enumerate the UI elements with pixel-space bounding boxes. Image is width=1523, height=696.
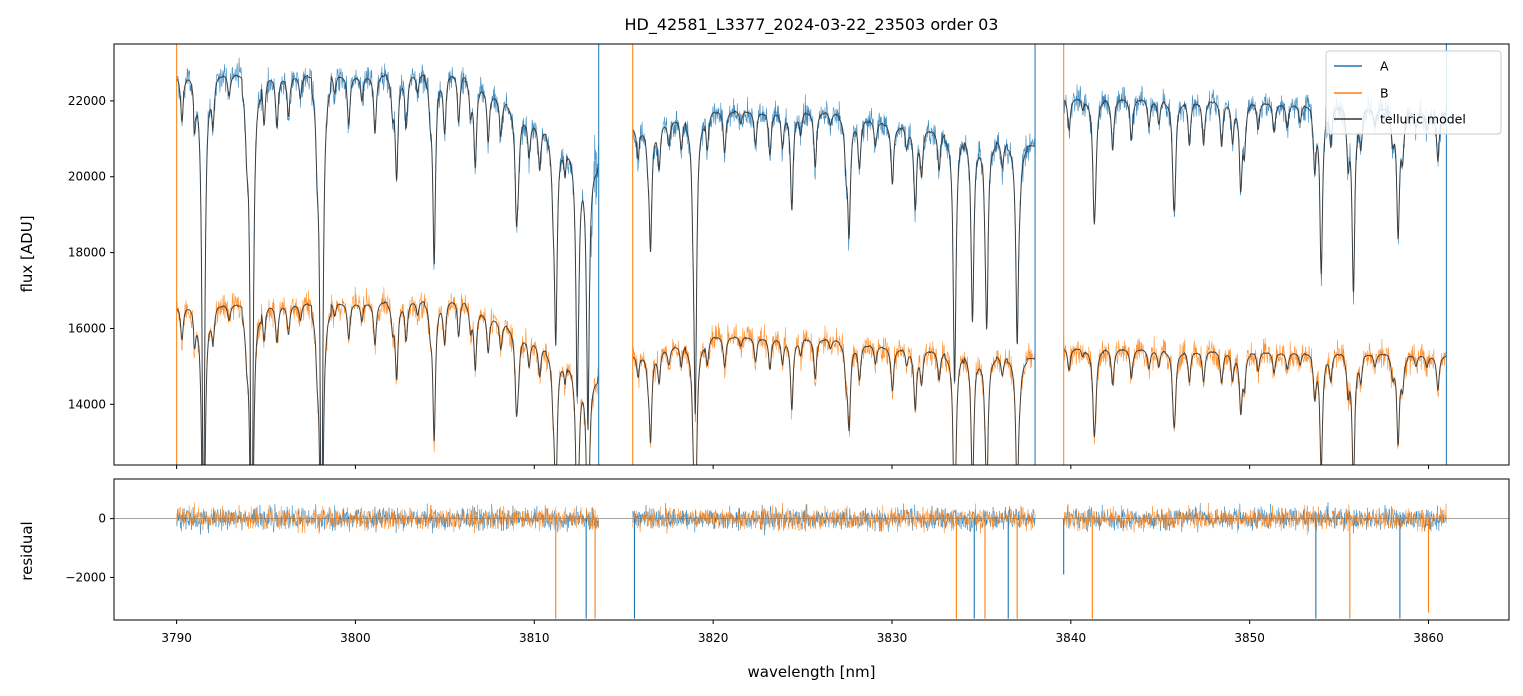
legend-label-model: telluric model	[1380, 112, 1466, 127]
x-axis-label: wavelength [nm]	[748, 663, 876, 681]
top-y-tick-label-20000: 20000	[68, 170, 106, 184]
telluric-model-b-segment-1	[632, 336, 1036, 465]
telluric-model-b-segment-2	[1063, 348, 1447, 465]
top-y-tick-label-16000: 16000	[68, 321, 106, 335]
bottom-series-group	[114, 502, 1509, 619]
legend-label-a: A	[1380, 59, 1389, 74]
bottom-y-ticks: −2000 0	[65, 512, 114, 584]
top-y-axis-label: flux [ADU]	[18, 215, 36, 292]
top-panel-frame	[113, 43, 1510, 466]
x-tick-label-3810: 3810	[519, 631, 550, 645]
bottom-y-tick-label--2000: −2000	[65, 570, 106, 584]
legend-box	[1325, 50, 1502, 135]
residual-b-segment-1	[632, 502, 1036, 534]
top-y-tick-label-22000: 22000	[68, 94, 106, 108]
top-y-tick-label-14000: 14000	[68, 397, 106, 411]
residual-b-segment-2	[1063, 502, 1447, 536]
x-tick-label-3840: 3840	[1056, 631, 1087, 645]
bottom-panel-frame	[113, 478, 1510, 621]
x-tick-label-3800: 3800	[340, 631, 371, 645]
x-tick-label-3790: 3790	[161, 631, 192, 645]
top-y-ticks: 14000 16000 18000 20000 22000	[68, 94, 114, 411]
bottom-panel: −20000 3790 3800 3810 3820 3830 3840 3850 3860 …	[18, 478, 1510, 681]
top-x-ticks	[176, 465, 1430, 469]
bottom-x-ticks: 3790 3800 3810 3820 3830 3840 3850 3860	[161, 620, 1444, 645]
bottom-y-tick-label-0: 0	[98, 512, 106, 526]
telluric-model-a-segment-1	[632, 110, 1036, 414]
chart-title: HD_42581_L3377_2024-03-22_23503 order 03	[625, 15, 999, 35]
bottom-y-axis-label: residual	[18, 521, 36, 580]
telluric-model-a-segment-0	[176, 74, 600, 465]
telluric-model-b-segment-0	[176, 301, 599, 465]
legend-label-b: B	[1380, 86, 1389, 101]
residual-b-segment-0	[176, 502, 599, 534]
x-tick-label-3860: 3860	[1413, 631, 1444, 645]
x-tick-label-3830: 3830	[877, 631, 908, 645]
legend: A B telluric model	[1325, 50, 1502, 135]
top-y-tick-label-18000: 18000	[68, 246, 106, 260]
x-tick-label-3820: 3820	[698, 631, 729, 645]
x-tick-label-3850: 3850	[1234, 631, 1265, 645]
